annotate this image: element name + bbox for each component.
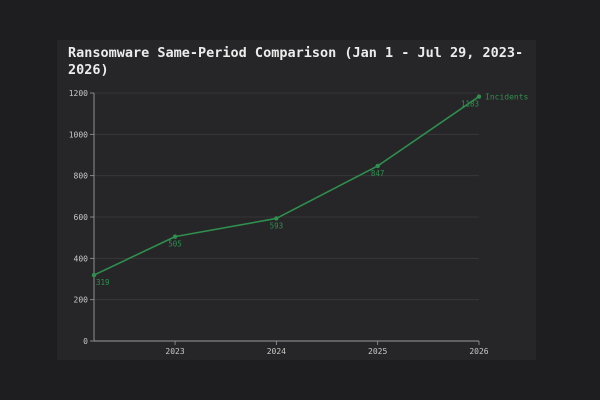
- data-point: [274, 216, 279, 221]
- series-line: [93, 95, 480, 276]
- data-label: 847: [371, 169, 385, 178]
- data-label: 1183: [461, 100, 479, 109]
- y-tick-label: 1200: [69, 89, 88, 98]
- x-tick-label: 2025: [368, 347, 387, 356]
- series-name-label: Incidents: [485, 93, 529, 102]
- data-point: [375, 163, 380, 169]
- data-point: [91, 272, 97, 278]
- y-tick-label: 600: [74, 213, 89, 222]
- x-tick-label: 2026: [469, 347, 488, 356]
- data-label: 593: [270, 221, 284, 230]
- data-point: [172, 234, 178, 239]
- y-tick-label: 0: [83, 337, 88, 346]
- data-label: 319: [96, 278, 110, 287]
- data-label: 505: [168, 240, 182, 249]
- series-incidents: [91, 94, 482, 278]
- chart-title: Ransomware Same-Period Comparison (Jan 1…: [68, 45, 524, 78]
- x-tick-label: 2024: [267, 347, 286, 356]
- grid-lines: [94, 92, 479, 301]
- y-tick-label: 800: [74, 172, 89, 181]
- y-tick-label: 200: [74, 296, 89, 305]
- axes: 0 200 400 600 800 1000 1200 2023 2024 2025 2026: [69, 89, 489, 356]
- y-tick-label: 400: [74, 254, 89, 263]
- x-tick-label: 2023: [165, 347, 184, 356]
- data-point: [476, 94, 482, 99]
- data-labels: 319 505 593 847 1183 Incidents: [96, 93, 529, 288]
- y-tick-label: 1000: [69, 130, 88, 139]
